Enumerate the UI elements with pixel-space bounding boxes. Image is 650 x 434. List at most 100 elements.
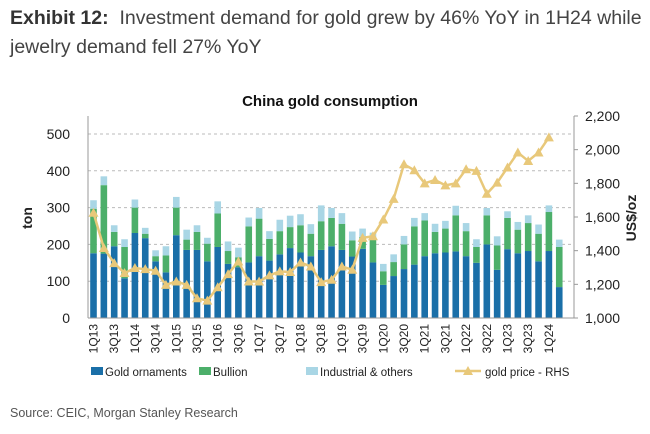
gold-price-marker bbox=[233, 256, 244, 266]
gold-price-marker bbox=[171, 276, 182, 286]
bar-gold-ornaments bbox=[400, 269, 408, 318]
bar-bullion bbox=[317, 221, 325, 250]
gold-price-marker bbox=[419, 178, 430, 188]
gold-price-marker bbox=[336, 261, 347, 271]
gold-price-marker bbox=[305, 261, 316, 271]
gold-price-marker bbox=[119, 268, 130, 278]
x-tick-label: 1Q21 bbox=[418, 324, 432, 354]
bar-industrial-others bbox=[121, 239, 128, 247]
y-tick-label: 400 bbox=[47, 163, 71, 179]
source-note: Source: CEIC, Morgan Stanley Research bbox=[10, 406, 238, 420]
bar-gold-ornaments bbox=[369, 262, 377, 318]
y-tick-label: 0 bbox=[62, 310, 70, 326]
x-tick-label: 3Q14 bbox=[149, 324, 163, 354]
bar-industrial-others bbox=[317, 205, 325, 222]
bar-gold-ornaments bbox=[307, 256, 315, 318]
bar-gold-ornaments bbox=[380, 284, 387, 318]
bar-gold-ornaments bbox=[255, 256, 263, 318]
exhibit-label: Exhibit 12: bbox=[10, 7, 109, 29]
bar-industrial-others bbox=[235, 247, 242, 258]
gold-price-marker bbox=[326, 274, 337, 284]
bar-industrial-others bbox=[535, 224, 542, 234]
bar-bullion bbox=[369, 238, 377, 263]
bar-industrial-others bbox=[504, 211, 511, 218]
bar-bullion bbox=[524, 223, 532, 252]
bar-industrial-others bbox=[307, 224, 315, 234]
bar-gold-ornaments bbox=[390, 276, 397, 318]
bar-industrial-others bbox=[545, 205, 553, 213]
bar-gold-ornaments bbox=[348, 256, 356, 318]
bar-gold-ornaments bbox=[286, 248, 294, 318]
x-tick-label: 3Q18 bbox=[314, 324, 328, 354]
bar-gold-ornaments bbox=[276, 254, 284, 318]
gold-price-marker bbox=[316, 277, 327, 287]
bar-gold-ornaments bbox=[545, 251, 553, 318]
bar-gold-ornaments bbox=[245, 262, 253, 318]
bar-industrial-others bbox=[442, 220, 449, 229]
y-tick-label: 500 bbox=[47, 126, 71, 142]
bar-bullion bbox=[442, 228, 449, 253]
bar-bullion bbox=[100, 185, 108, 254]
x-tick-label: 3Q15 bbox=[190, 324, 204, 354]
bar-gold-ornaments bbox=[100, 253, 108, 318]
bar-industrial-others bbox=[514, 221, 522, 230]
bar-bullion bbox=[545, 212, 553, 252]
bar-bullion bbox=[255, 218, 263, 257]
bar-bullion bbox=[328, 217, 335, 247]
gold-price-marker bbox=[140, 264, 151, 274]
bar-bullion bbox=[380, 271, 387, 285]
bar-industrial-others bbox=[224, 241, 232, 252]
bar-bullion bbox=[535, 233, 542, 262]
x-tick-label: 1Q23 bbox=[501, 324, 515, 354]
bar-bullion bbox=[473, 246, 480, 263]
x-tick-label: 1Q15 bbox=[169, 324, 183, 354]
gold-price-marker bbox=[347, 264, 358, 274]
bar-bullion bbox=[514, 229, 522, 254]
bar-bullion bbox=[338, 223, 346, 250]
y-right-tick-label: 1,800 bbox=[585, 175, 620, 191]
bar-bullion bbox=[173, 207, 180, 236]
y-axis-right-label: US$/oz bbox=[623, 195, 639, 242]
bar-bullion bbox=[121, 246, 128, 279]
x-tick-label: 3Q13 bbox=[107, 324, 121, 354]
y-right-tick-label: 1,600 bbox=[585, 209, 620, 225]
bar-gold-ornaments bbox=[483, 244, 491, 318]
bar-gold-ornaments bbox=[224, 263, 232, 318]
gold-price-marker bbox=[409, 165, 420, 175]
gold-price-marker bbox=[481, 188, 492, 198]
gold-price-marker bbox=[192, 293, 202, 303]
gold-price-marker bbox=[430, 174, 441, 184]
x-tick-label: 3Q19 bbox=[356, 324, 370, 354]
legend-marker bbox=[463, 366, 473, 375]
gold-price-marker bbox=[109, 258, 120, 268]
gold-price-marker bbox=[440, 180, 451, 190]
bar-gold-ornaments bbox=[555, 287, 563, 318]
gold-price-marker bbox=[88, 207, 99, 217]
x-tick-label: 3Q20 bbox=[397, 324, 411, 354]
bar-gold-ornaments bbox=[193, 249, 201, 318]
bar-industrial-others bbox=[421, 213, 428, 221]
gold-price-marker bbox=[202, 295, 213, 305]
bar-gold-ornaments bbox=[338, 249, 346, 318]
legend-swatch bbox=[199, 367, 211, 375]
x-tick-label: 1Q20 bbox=[376, 324, 390, 354]
y-right-tick-label: 1,400 bbox=[585, 243, 620, 259]
bar-gold-ornaments bbox=[162, 272, 170, 318]
gold-price-marker bbox=[98, 242, 109, 252]
bar-bullion bbox=[266, 238, 273, 261]
y-axis-label: ton bbox=[19, 207, 35, 229]
bar-industrial-others bbox=[214, 201, 221, 214]
bar-bullion bbox=[493, 245, 501, 270]
x-tick-label: 1Q22 bbox=[459, 324, 473, 354]
chart-title: China gold consumption bbox=[242, 93, 418, 110]
bar-bullion bbox=[183, 239, 190, 250]
bar-industrial-others bbox=[348, 231, 356, 241]
bar-bullion bbox=[162, 255, 170, 273]
bar-gold-ornaments bbox=[297, 252, 304, 318]
bar-gold-ornaments bbox=[90, 253, 97, 318]
x-tick-label: 1Q17 bbox=[252, 324, 266, 354]
legend-label: Gold ornaments bbox=[105, 367, 187, 379]
bar-industrial-others bbox=[286, 215, 294, 228]
y-right-tick-label: 2,000 bbox=[585, 142, 620, 158]
bar-bullion bbox=[555, 246, 563, 288]
